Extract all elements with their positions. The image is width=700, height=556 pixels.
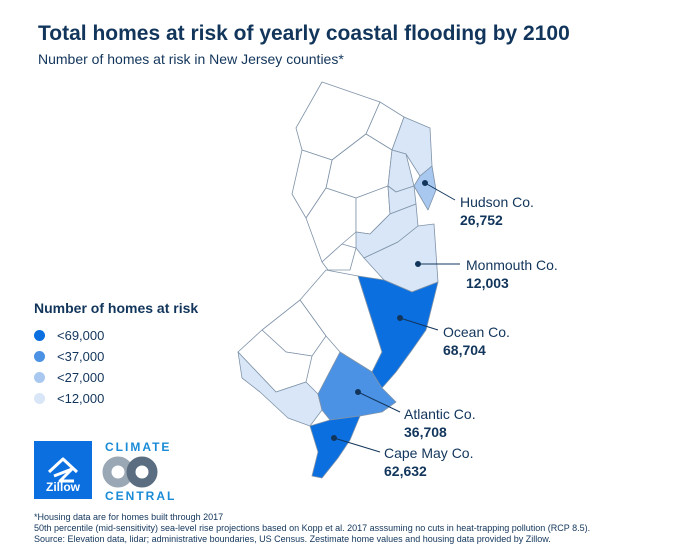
legend-label: <12,000 bbox=[57, 391, 105, 406]
legend-item: <27,000 bbox=[34, 367, 198, 388]
callout-value: 68,704 bbox=[443, 342, 486, 358]
legend-label: <37,000 bbox=[57, 349, 105, 364]
marker-hudson bbox=[422, 180, 428, 186]
zillow-wordmark: Zillow bbox=[46, 480, 80, 494]
callout-atlantic: Atlantic Co. 36,708 bbox=[404, 405, 476, 441]
footnote-line: 50th percentile (mid-sensitivity) sea-le… bbox=[34, 523, 591, 533]
legend-item: <12,000 bbox=[34, 388, 198, 409]
county-hudson bbox=[413, 165, 437, 211]
callout-monmouth: Monmouth Co. 12,003 bbox=[466, 256, 558, 292]
callout-name: Atlantic Co. bbox=[404, 406, 476, 422]
climate-central-rings-icon bbox=[102, 456, 158, 488]
footnote-line: Source: Elevation data, lidar; administr… bbox=[34, 534, 551, 544]
chart-title: Total homes at risk of yearly coastal fl… bbox=[38, 22, 570, 45]
callout-value: 12,003 bbox=[466, 275, 509, 291]
leader-line-cape-may bbox=[333, 437, 381, 453]
leader-line-ocean bbox=[399, 317, 439, 331]
legend-label: <27,000 bbox=[57, 370, 105, 385]
county-ocean bbox=[357, 275, 439, 389]
zillow-house-icon bbox=[47, 457, 79, 483]
climate-central-line1: CLIMATE bbox=[105, 440, 172, 454]
callout-value: 62,632 bbox=[384, 463, 427, 479]
climate-central-line2: CENTRAL bbox=[105, 489, 177, 503]
legend-title: Number of homes at risk bbox=[34, 300, 199, 316]
legend-swatch-dot bbox=[34, 393, 45, 404]
footnote-line: *Housing data are for homes built throug… bbox=[34, 512, 224, 522]
legend-item: <69,000 bbox=[34, 325, 198, 346]
marker-monmouth bbox=[415, 261, 421, 267]
marker-atlantic bbox=[355, 389, 361, 395]
county-cape-may bbox=[309, 415, 361, 479]
legend-item: <37,000 bbox=[34, 346, 198, 367]
callout-name: Monmouth Co. bbox=[466, 257, 558, 273]
callout-leaders bbox=[331, 180, 460, 453]
callout-ocean: Ocean Co. 68,704 bbox=[443, 323, 510, 359]
legend-swatch-dot bbox=[34, 351, 45, 362]
footnotes: *Housing data are for homes built throug… bbox=[34, 512, 590, 545]
callout-value: 36,708 bbox=[404, 424, 447, 440]
zillow-logo: Zillow bbox=[34, 441, 92, 499]
legend-label: <69,000 bbox=[57, 328, 105, 343]
legend-swatch-dot bbox=[34, 330, 45, 341]
callout-name: Hudson Co. bbox=[460, 194, 534, 210]
marker-ocean bbox=[397, 315, 403, 321]
county-union bbox=[387, 185, 417, 215]
marker-cape-may bbox=[331, 435, 337, 441]
callout-hudson: Hudson Co. 26,752 bbox=[460, 193, 534, 229]
callout-cape-may: Cape May Co. 62,632 bbox=[384, 444, 473, 480]
county-layer bbox=[237, 81, 439, 479]
county-salem-cumberland bbox=[237, 351, 323, 427]
callout-name: Cape May Co. bbox=[384, 445, 474, 461]
legend: Number of homes at risk <69,000 <37,000 … bbox=[34, 300, 198, 409]
legend-swatch-dot bbox=[34, 372, 45, 383]
callout-name: Ocean Co. bbox=[443, 324, 510, 340]
county-mercer bbox=[321, 243, 357, 271]
leader-line-hudson bbox=[424, 182, 456, 201]
chart-subtitle: Number of homes at risk in New Jersey co… bbox=[38, 51, 344, 67]
leader-line-atlantic bbox=[357, 391, 401, 413]
callout-value: 26,752 bbox=[460, 212, 503, 228]
